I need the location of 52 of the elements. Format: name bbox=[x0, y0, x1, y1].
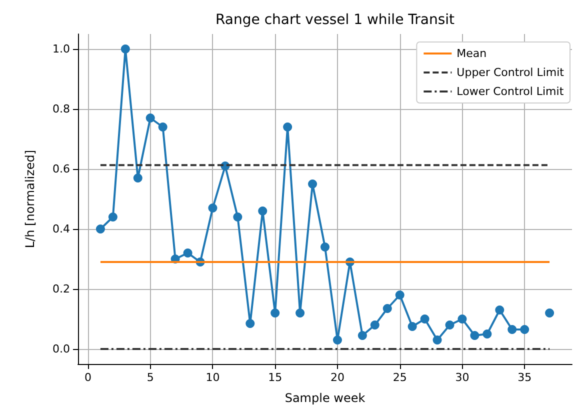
x-tick-label: 20 bbox=[330, 371, 344, 384]
point bbox=[296, 308, 305, 318]
legend-label: Mean bbox=[456, 47, 487, 60]
y-tick-label: 0.0 bbox=[52, 342, 70, 356]
point bbox=[233, 212, 242, 222]
point bbox=[458, 314, 467, 324]
point bbox=[370, 320, 380, 330]
point bbox=[445, 320, 454, 330]
point bbox=[308, 180, 318, 188]
x-tick-label: 25 bbox=[392, 371, 407, 384]
chart-title: Range chart vessel 1 while Transit bbox=[215, 12, 456, 28]
point bbox=[183, 248, 192, 258]
point bbox=[246, 319, 255, 328]
point bbox=[146, 114, 155, 122]
point bbox=[133, 174, 142, 182]
point bbox=[283, 122, 292, 132]
point bbox=[158, 122, 168, 132]
x-tick-label: 30 bbox=[455, 371, 470, 384]
point bbox=[332, 336, 342, 344]
x-axis-title: Sample week bbox=[284, 391, 366, 405]
point bbox=[508, 325, 517, 334]
x-tick-label: 0 bbox=[84, 371, 92, 384]
y-tick-label: 0.4 bbox=[52, 222, 70, 236]
point bbox=[358, 331, 367, 340]
point bbox=[432, 336, 442, 344]
point bbox=[258, 206, 268, 216]
y-tick-label: 0.2 bbox=[52, 282, 70, 296]
x-tick-label: 15 bbox=[268, 371, 282, 384]
legend-label: Lower Control Limit bbox=[456, 85, 564, 98]
point bbox=[382, 304, 392, 313]
point bbox=[495, 306, 504, 314]
point bbox=[420, 314, 430, 324]
y-tick-label: 0.8 bbox=[52, 102, 70, 116]
point bbox=[270, 308, 280, 318]
point bbox=[208, 204, 218, 212]
legend-label: Upper Control Limit bbox=[456, 66, 565, 79]
point bbox=[482, 330, 492, 338]
point bbox=[395, 290, 404, 300]
point bbox=[408, 322, 417, 331]
y-axis-title: L/h [normalized] bbox=[23, 150, 37, 248]
x-tick-label: 35 bbox=[518, 371, 532, 384]
point bbox=[545, 308, 554, 318]
x-tick-label: 10 bbox=[206, 371, 220, 384]
point bbox=[470, 331, 480, 340]
y-tick-label: 1.0 bbox=[52, 42, 70, 56]
point bbox=[520, 325, 530, 334]
y-tick-label: 0.6 bbox=[52, 162, 70, 176]
point bbox=[96, 224, 105, 234]
point bbox=[108, 212, 118, 222]
point bbox=[120, 44, 130, 54]
point bbox=[320, 242, 330, 252]
x-tick-label: 5 bbox=[146, 371, 154, 384]
